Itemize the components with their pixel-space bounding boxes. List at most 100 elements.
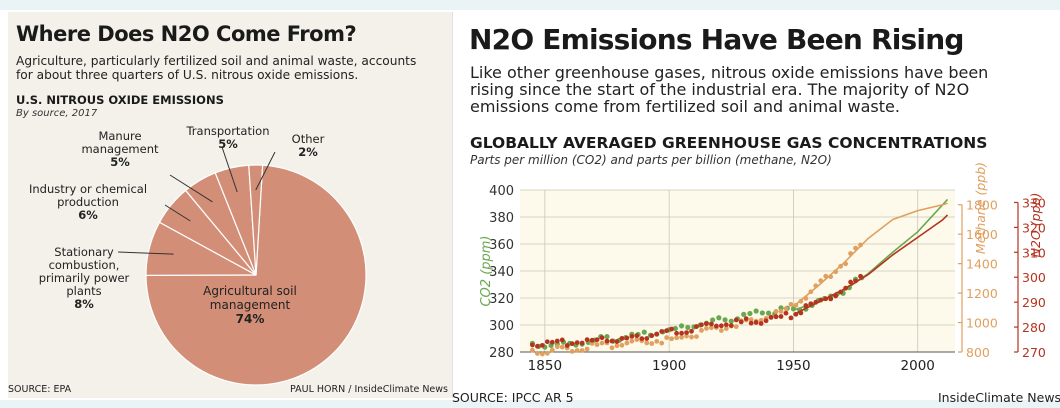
- pie-leader-1: [117, 251, 174, 255]
- co2-point: [722, 317, 728, 323]
- methane-point: [674, 335, 679, 341]
- co2-point: [778, 305, 784, 311]
- methane-point: [694, 334, 699, 339]
- methane-point: [704, 325, 709, 331]
- pie-label-0: management: [210, 298, 291, 312]
- x-tick-label: 1850: [528, 358, 562, 374]
- n2o-point: [723, 322, 729, 328]
- methane-point: [649, 341, 655, 346]
- n2o-point: [743, 316, 749, 322]
- n2o-point: [753, 320, 759, 325]
- methane-tick-label: 1200: [966, 286, 998, 301]
- methane-point: [539, 351, 545, 357]
- methane-point: [644, 340, 650, 346]
- n2o-point: [664, 328, 670, 334]
- pie-label-4: Transportation: [185, 124, 269, 138]
- n2o-point: [674, 330, 679, 336]
- n2o-point: [669, 326, 675, 332]
- n2o-point: [629, 333, 635, 339]
- n2o-point: [564, 343, 570, 348]
- n2o-point: [589, 337, 595, 343]
- n2o-point: [858, 273, 863, 279]
- pie-value-5: 2%: [298, 145, 318, 159]
- n2o-point: [699, 322, 704, 328]
- methane-point: [664, 335, 670, 340]
- methane-point: [609, 345, 615, 351]
- methane-point: [634, 337, 640, 343]
- n2o-point: [599, 335, 605, 341]
- co2-point: [604, 333, 610, 340]
- methane-tick-label: 1000: [966, 316, 998, 331]
- n2o-point: [694, 324, 699, 329]
- n2o-point: [604, 338, 610, 344]
- n2o-line: [793, 214, 949, 316]
- n2o-point: [803, 303, 809, 308]
- line-chart-title: GLOBALLY AVERAGED GREENHOUSE GAS CONCENT…: [470, 134, 988, 152]
- methane-point: [579, 348, 585, 353]
- methane-tick-label: 1600: [966, 227, 998, 242]
- co2-point: [678, 323, 685, 329]
- n2o-point: [709, 321, 714, 327]
- n2o-tick-label: 330: [1022, 195, 1046, 210]
- methane-point: [594, 342, 600, 348]
- pie-leader-5: [255, 151, 276, 191]
- methane-tick-label: 1800: [966, 198, 998, 213]
- co2-point: [641, 329, 647, 335]
- pie-label-1: combustion,: [49, 258, 120, 272]
- co2-point: [716, 315, 722, 321]
- n2o-point: [788, 315, 794, 321]
- pie-label-0: Agricultural soil: [203, 284, 297, 298]
- methane-point: [858, 242, 863, 248]
- methane-point: [549, 347, 555, 353]
- methane-point: [554, 344, 560, 350]
- n2o-point: [689, 328, 694, 334]
- n2o-point: [559, 337, 565, 343]
- co2-point: [747, 310, 753, 317]
- co2-tick-label: 300: [489, 319, 514, 334]
- n2o-point: [584, 337, 590, 343]
- co2-point: [741, 311, 747, 317]
- n2o-point: [544, 339, 550, 345]
- line-chart-subtitle: Parts per million (CO2) and parts per bi…: [470, 153, 832, 167]
- methane-point: [788, 301, 794, 307]
- methane-tick-label: 800: [966, 345, 990, 360]
- pie-value-2: 6%: [78, 208, 98, 222]
- n2o-tick-label: 290: [1022, 295, 1046, 310]
- pie-chart-title: U.S. NITROUS OXIDE EMISSIONS: [16, 93, 224, 107]
- n2o-point: [574, 340, 580, 346]
- right-source: SOURCE: IPCC AR 5: [452, 390, 574, 405]
- pie-label-1: Stationary: [54, 245, 114, 259]
- n2o-point: [684, 330, 689, 335]
- n2o-point: [609, 338, 615, 344]
- methane-point: [535, 351, 540, 356]
- pie-chart: Agricultural soilmanagement74%Stationary…: [29, 124, 367, 386]
- n2o-point: [594, 337, 600, 343]
- pie-slice: [248, 164, 264, 276]
- methane-point: [619, 342, 625, 348]
- methane-point: [773, 308, 779, 314]
- methane-point: [624, 340, 630, 346]
- methane-point: [748, 317, 754, 322]
- methane-point: [629, 338, 635, 344]
- pie-label-2: production: [57, 195, 119, 209]
- n2o-point: [659, 329, 665, 334]
- bottom-strip: [0, 400, 1060, 408]
- n2o-tick-label: 300: [1022, 270, 1046, 285]
- pie-leader-2: [164, 204, 191, 222]
- co2-tick-label: 320: [489, 292, 514, 307]
- n2o-point: [654, 331, 660, 337]
- right-credit: InsideClimate News: [938, 390, 1060, 405]
- methane-point: [709, 325, 714, 331]
- n2o-point: [644, 336, 650, 341]
- right-subtitle: Like other greenhouse gases, nitrous oxi…: [470, 63, 989, 116]
- n2o-point: [828, 296, 834, 302]
- n2o-point: [704, 321, 709, 327]
- x-tick-label: 2000: [901, 358, 935, 374]
- n2o-tick-label: 320: [1022, 220, 1046, 235]
- methane-point: [584, 346, 590, 352]
- methane-point: [783, 306, 789, 312]
- methane-point: [574, 348, 580, 353]
- n2o-point: [773, 314, 779, 320]
- methane-point: [718, 328, 724, 333]
